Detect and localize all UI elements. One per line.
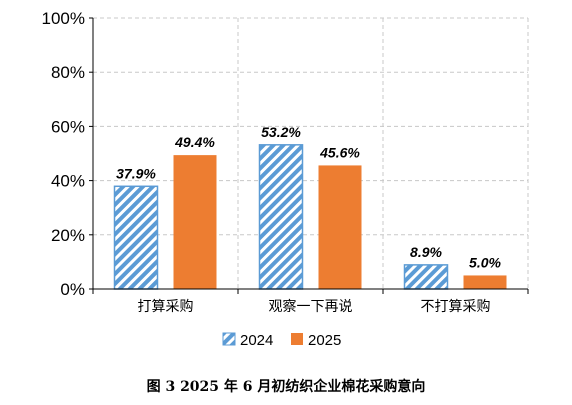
axes: 0% 20% 40% 60% 80% 100% 打算采购 观察一下再说 不打算采购 [42,9,529,315]
bars [113,144,507,290]
data-label-2025-0: 49.4% [174,134,215,150]
data-label-2024-2: 8.9% [410,244,442,260]
bar-2024-2 [403,264,449,290]
y-tick-label: 0% [60,280,85,299]
x-category-label: 观察一下再说 [269,298,353,315]
bar-2025-0 [173,155,217,289]
y-tick-label: 20% [51,226,85,245]
bar-2024-1 [258,144,304,290]
y-tick-label: 60% [51,117,85,136]
x-category-label: 打算采购 [138,298,194,315]
y-tick-label: 100% [42,9,85,28]
figure-caption: 图 3 2025 年 6 月初纺织企业棉花采购意向 [146,379,426,395]
bar-2025-2 [463,275,507,289]
bar-2025-1 [318,165,362,289]
x-category-label: 不打算采购 [421,298,491,315]
legend: 2024 2025 [222,332,341,349]
y-tick-label: 80% [51,63,85,82]
grid-lines [93,17,529,289]
data-label-2025-2: 5.0% [469,254,501,270]
legend-swatch-2025 [291,333,303,345]
bar-2024-0 [113,185,159,290]
data-label-2025-1: 45.6% [319,144,360,160]
bar-chart: 0% 20% 40% 60% 80% 100% 打算采购 观察一下再说 不打算采购 37.9% 4… [42,9,529,349]
data-label-2024-0: 37.9% [116,165,156,181]
data-label-2024-1: 53.2% [261,124,301,140]
legend-label-2025: 2025 [308,332,341,349]
data-labels: 37.9% 49.4% 53.2% 45.6% 8.9% 5.0% [116,124,501,271]
legend-swatch-2024 [222,332,236,346]
legend-label-2024: 2024 [240,332,273,349]
y-tick-label: 40% [51,172,85,191]
